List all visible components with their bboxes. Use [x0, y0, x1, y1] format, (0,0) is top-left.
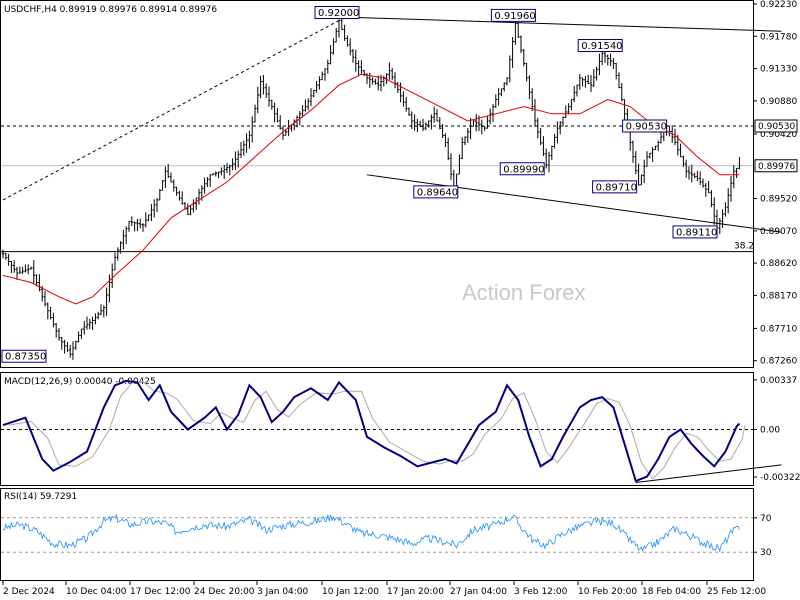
time-tick-label: 3 Jan 04:00 — [257, 587, 309, 597]
price-tick-label: 0.89520 — [760, 194, 797, 204]
time-tick-label: 17 Dec 12:00 — [130, 587, 191, 597]
rsi-layer — [1, 513, 753, 553]
time-tick-label: 27 Jan 04:00 — [450, 587, 507, 597]
price-callout-box — [314, 6, 360, 20]
time-tick-label: 17 Jan 20:00 — [387, 587, 444, 597]
price-callout-label: 0.90530 — [626, 122, 667, 133]
price-callout-label: 0.87350 — [5, 352, 46, 363]
macd-line — [2, 379, 741, 483]
price-callout-box — [413, 185, 459, 199]
price-callout-box — [490, 8, 536, 22]
price-callout-label: 0.89710 — [596, 182, 637, 193]
price-callout-box — [672, 225, 718, 239]
price-tick-label: 0.87710 — [760, 324, 797, 334]
price-tick-label: 0.90880 — [760, 97, 797, 107]
time-tick-label: 3 Feb 12:00 — [514, 587, 568, 597]
macd-tick-label: -0.003227 — [760, 473, 800, 483]
price-layer: 38.2 0.92000 0.91960 0.91540 0.90530 0.89990 0… — [1, 6, 782, 363]
macd-tick-label: 0.00337 — [760, 376, 797, 386]
trendline-1 — [338, 16, 782, 32]
trendline-2 — [366, 174, 782, 233]
level-price-tag-box — [754, 119, 798, 133]
time-tick-label: 10 Jan 12:00 — [322, 587, 379, 597]
price-callout-label: 0.91960 — [494, 11, 535, 22]
price-tick-label: 0.91330 — [760, 65, 797, 75]
price-callout-label: 0.89110 — [676, 227, 717, 238]
price-pane-title: USDCHF,H4 0.89919 0.89976 0.89914 0.8997… — [4, 5, 217, 15]
price-callout-label: 0.89990 — [503, 164, 544, 175]
price-tick-label: 0.88620 — [760, 259, 797, 269]
time-axis: 2 Dec 2024 10 Dec 04:00 17 Dec 12:00 24 Dec… — [2, 581, 766, 597]
time-tick-label: 24 Dec 20:00 — [194, 587, 255, 597]
price-callout-box — [499, 162, 545, 176]
price-tick-label: 0.92230 — [760, 0, 797, 10]
price-tick-label: 0.90420 — [760, 130, 797, 140]
watermark: Action Forex — [462, 280, 586, 305]
level-price-tag-text: 0.90530 — [758, 122, 795, 132]
price-callout-box — [592, 180, 638, 194]
rsi-pane-frame — [0, 488, 754, 581]
macd-trendline — [635, 464, 782, 484]
rsi-tick-label: 30 — [760, 548, 772, 558]
price-callout-label: 0.91540 — [581, 41, 622, 52]
price-callout-box — [622, 119, 668, 133]
rsi-pane-title: RSI(14) 59.7291 — [4, 492, 77, 502]
price-tick-label: 0.87260 — [760, 357, 797, 367]
price-callout-box — [577, 39, 623, 53]
price-callout-label: 0.89640 — [417, 187, 458, 198]
macd-layer — [1, 379, 782, 484]
time-tick-label: 25 Feb 12:00 — [707, 587, 766, 597]
macd-pane-title: MACD(12,26,9) 0.00040 -0.00425 — [4, 377, 156, 387]
macd-tick-label: 0.00 — [760, 426, 780, 436]
time-tick-label: 2 Dec 2024 — [3, 587, 55, 597]
rsi-tick-label: 70 — [760, 514, 772, 524]
price-callout-box — [1, 349, 47, 363]
price-tick-label: 0.91780 — [760, 32, 797, 42]
moving-average-line — [2, 73, 740, 305]
price-pane-frame — [0, 0, 754, 368]
time-tick-label: 18 Feb 04:00 — [642, 587, 701, 597]
current-price-tag-text: 0.89976 — [758, 162, 795, 172]
macd-axis: 0.00337 0.00 -0.003227 — [753, 376, 800, 483]
time-tick-label: 10 Dec 04:00 — [66, 587, 127, 597]
current-price-tag-box — [754, 159, 798, 173]
time-tick-label: 10 Feb 20:00 — [578, 587, 637, 597]
macd-signal-line — [8, 381, 746, 480]
price-tick-label: 0.88170 — [760, 291, 797, 301]
fib-level-label: 38.2 — [734, 242, 754, 252]
rsi-axis: 70 30 — [753, 514, 772, 558]
price-callout-label: 0.92000 — [318, 8, 359, 19]
rsi-line — [2, 513, 740, 553]
